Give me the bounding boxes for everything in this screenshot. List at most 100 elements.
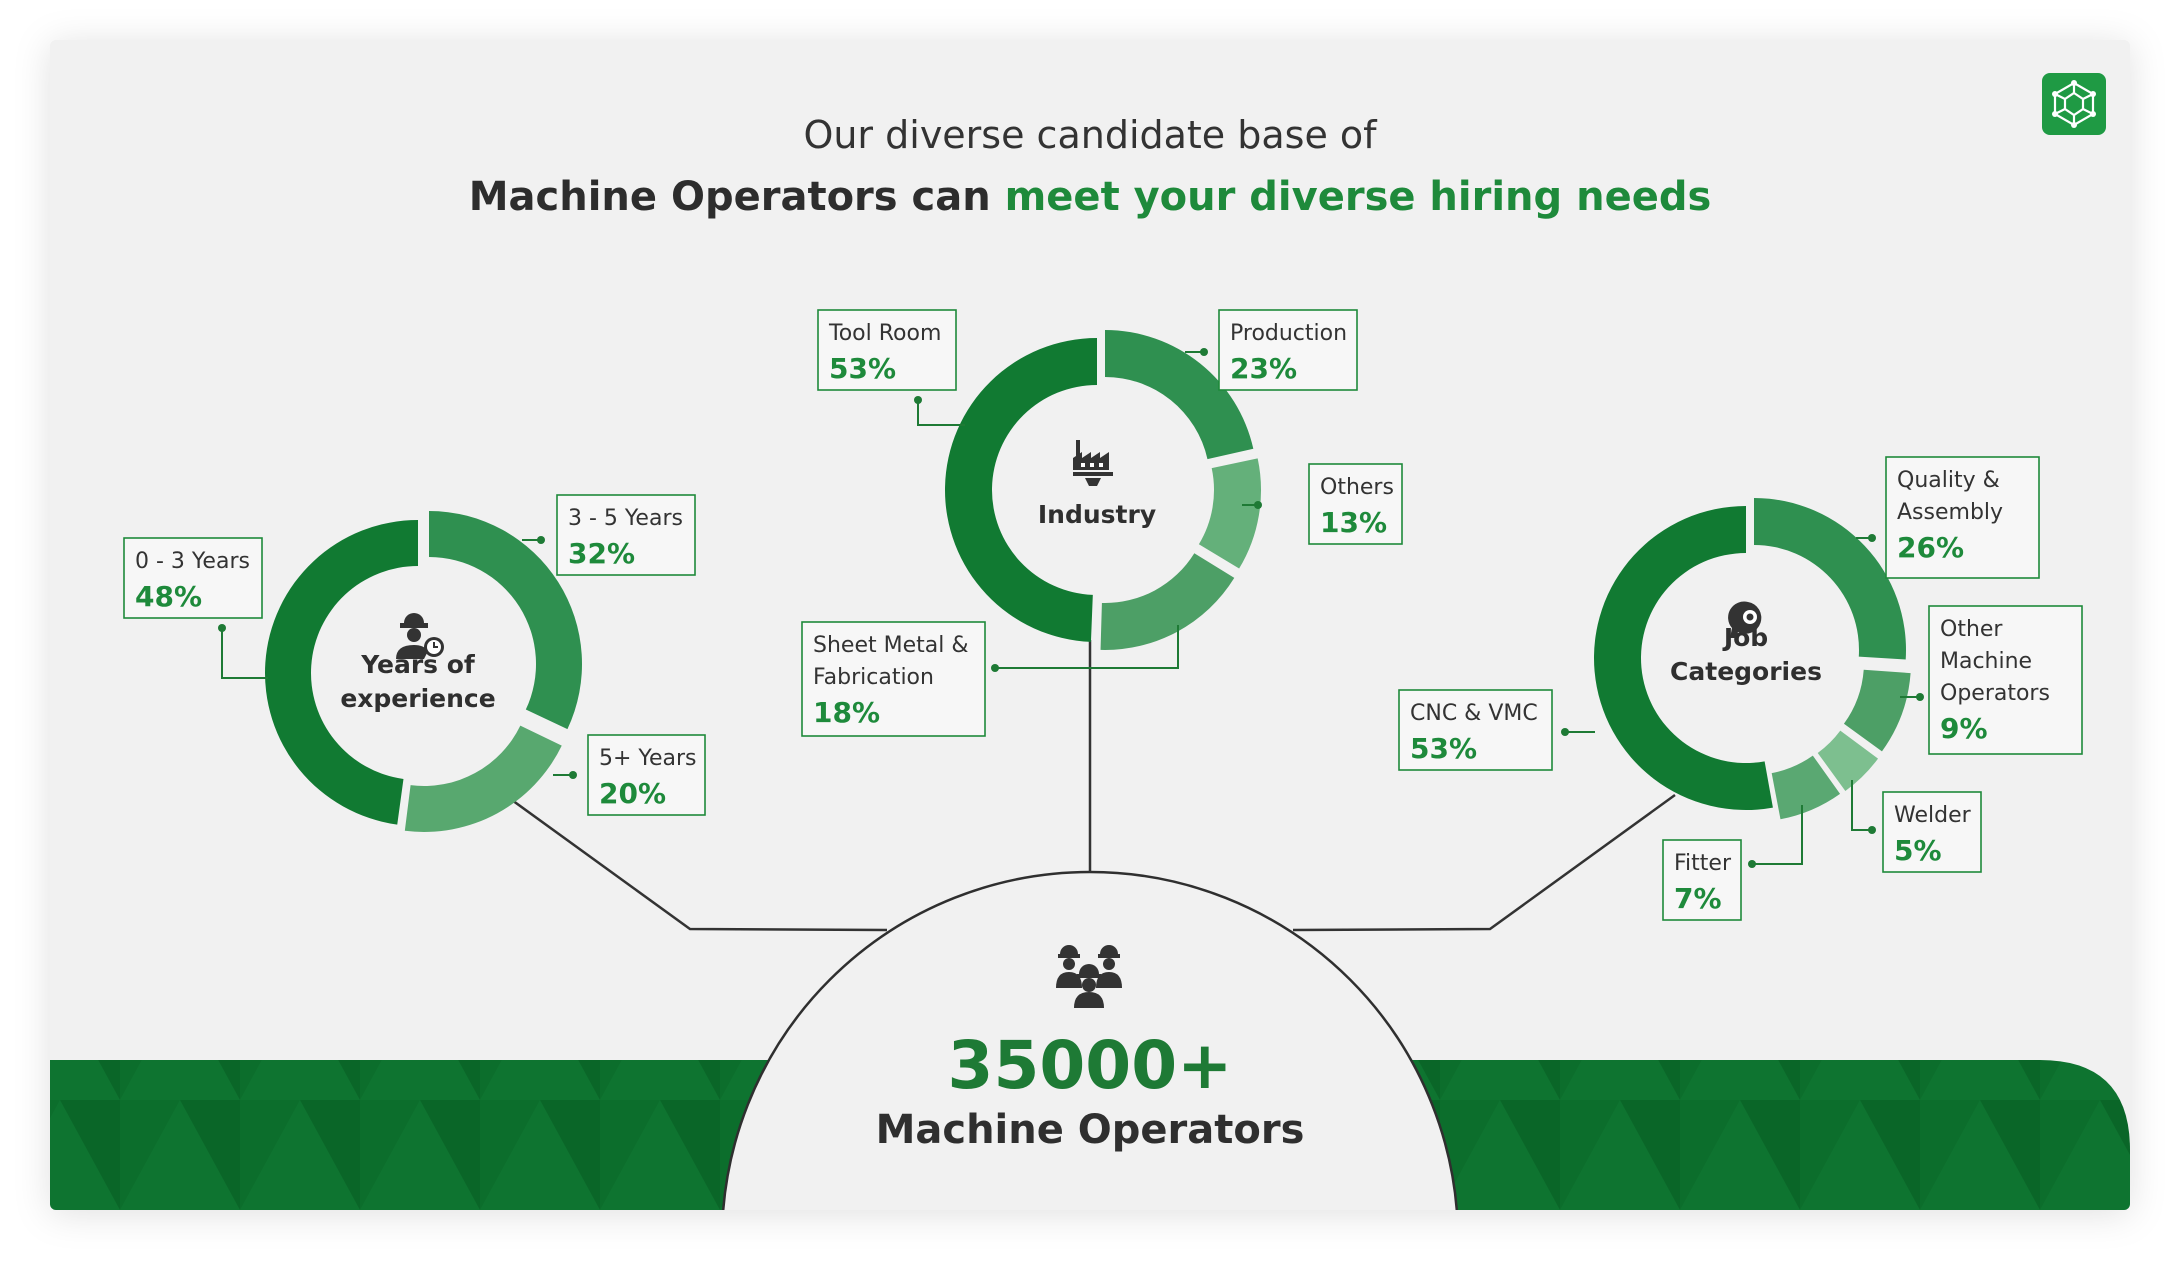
factory-icon [1073, 440, 1113, 486]
label-category: Fabrication [813, 665, 934, 690]
connector-dot [1748, 860, 1756, 868]
label-percent: 9% [1940, 712, 1988, 745]
header-line2: Machine Operators can meet your diverse … [469, 174, 1712, 220]
label-box-cnc-and-vmc: CNC & VMC 53% [1398, 689, 1595, 771]
job-categories-donut: Job Categories Quality & Assembly 26% Other Ma… [1398, 456, 2083, 921]
label-category: Others [1320, 475, 1394, 500]
label-percent: 48% [135, 580, 202, 613]
donut-center-label-line: Industry [1038, 500, 1156, 529]
label-box-frame [801, 621, 986, 737]
label-percent: 32% [568, 537, 635, 570]
spoke-right [1292, 793, 1676, 932]
label-category: Sheet Metal & [813, 633, 968, 658]
connector-dot [914, 396, 922, 404]
header-line2-dark: Machine Operators can [469, 174, 1005, 220]
label-box-frame [817, 309, 957, 391]
donut-center-label: Industry [1038, 500, 1156, 529]
label-category: CNC & VMC [1410, 701, 1538, 726]
label-category: 5+ Years [599, 746, 696, 771]
label-category: Operators [1940, 681, 2050, 706]
connector-dot [1561, 728, 1569, 736]
label-box-production: Production 23% [1185, 309, 1358, 391]
label-box-0-3-years: 0 - 3 Years 48% [123, 537, 268, 679]
donut-center-label-line: experience [340, 684, 495, 713]
label-percent: 5% [1894, 834, 1942, 867]
connector-dot [569, 771, 577, 779]
label-box-other-machine-operators: Other Machine Operators 9% [1900, 605, 2083, 755]
donut-segment-quality-and-assembly [1754, 498, 1906, 660]
label-box-frame [1218, 309, 1358, 391]
label-box-frame [587, 734, 706, 816]
header-line2-green: meet your diverse hiring needs [1005, 174, 1712, 220]
label-category: Other [1940, 617, 2003, 642]
label-box-frame [1662, 839, 1742, 921]
label-box-quality-and-assembly: Quality & Assembly 26% [1856, 456, 2040, 579]
label-category: Fitter [1674, 851, 1732, 876]
connector-dot [218, 624, 226, 632]
label-box-others: Others 13% [1242, 463, 1403, 545]
worker-clock-icon [396, 613, 444, 659]
label-box-welder: Welder 5% [1851, 780, 1982, 873]
donut-segment-welder [1817, 730, 1879, 791]
label-percent: 53% [1410, 732, 1477, 765]
label-category: Quality & [1897, 468, 2000, 493]
connector-dot [1254, 501, 1262, 509]
donut-center-label-line: Categories [1670, 657, 1822, 686]
connector-line [1752, 805, 1803, 865]
connector-dot [1868, 534, 1876, 542]
industry-donut: Industry Tool Room 53% Production 23% Others 1… [801, 309, 1403, 737]
connector-dot [537, 536, 545, 544]
donut-segment-3-5-years [429, 511, 583, 730]
donut-center-label: Job Categories [1670, 623, 1822, 686]
connector-line [1851, 780, 1872, 831]
label-category: 0 - 3 Years [135, 549, 250, 574]
label-box-frame [556, 494, 696, 576]
label-percent: 53% [829, 352, 896, 385]
connector-dot [991, 664, 999, 672]
label-box-5-years: 5+ Years 20% [553, 734, 706, 816]
connector-dot [1916, 693, 1924, 701]
label-percent: 18% [813, 696, 880, 729]
donut-segment-cnc-and-vmc [1593, 505, 1773, 810]
connector-dot [1868, 826, 1876, 834]
label-box-sheet-metal-and-fabrication: Sheet Metal & Fabrication 18% [801, 621, 1179, 737]
spoke-left [504, 793, 888, 932]
label-box-frame [1928, 605, 2083, 755]
donut-segment-0-3-years [265, 520, 418, 825]
label-category: Production [1230, 321, 1347, 346]
label-percent: 20% [599, 777, 666, 810]
label-box-tool-room: Tool Room 53% [817, 309, 965, 426]
years-experience-donut: Years of experience 0 - 3 Years 48% 3 - 5 Ye… [123, 494, 706, 833]
label-category: 3 - 5 Years [568, 506, 683, 531]
label-box-fitter: Fitter 7% [1662, 805, 1803, 921]
label-box-frame [1398, 689, 1553, 771]
connector-line [221, 628, 268, 679]
label-box-frame [1882, 791, 1982, 873]
summary-label: Machine Operators [876, 1107, 1305, 1153]
label-category: Tool Room [828, 321, 941, 346]
label-category: Welder [1894, 803, 1972, 828]
label-box-frame [123, 537, 263, 619]
connector-line [917, 400, 965, 426]
donut-segment-fitter [1771, 755, 1841, 820]
donut-segment-production [1105, 330, 1254, 460]
summary-value: 35000+ [948, 1027, 1233, 1104]
network-cube-icon[interactable] [2042, 73, 2106, 135]
donut-center-label: Years of experience [340, 650, 495, 713]
donut-segment-sheet-metal-and-fabrication [1100, 553, 1235, 650]
label-percent: 13% [1320, 506, 1387, 539]
label-box-frame [1885, 456, 2040, 579]
donut-segment-tool-room [944, 338, 1097, 642]
label-box-3-5-years: 3 - 5 Years 32% [522, 494, 696, 576]
label-percent: 7% [1674, 882, 1722, 915]
label-category: Machine [1940, 649, 2032, 674]
gear-head-icon [1728, 601, 1762, 638]
workers-group-icon [1056, 945, 1122, 1008]
label-box-frame [1308, 463, 1403, 545]
connector-dot [1200, 348, 1208, 356]
label-category: Assembly [1897, 500, 2003, 525]
connector-line [995, 625, 1179, 669]
label-percent: 26% [1897, 531, 1964, 564]
label-percent: 23% [1230, 352, 1297, 385]
